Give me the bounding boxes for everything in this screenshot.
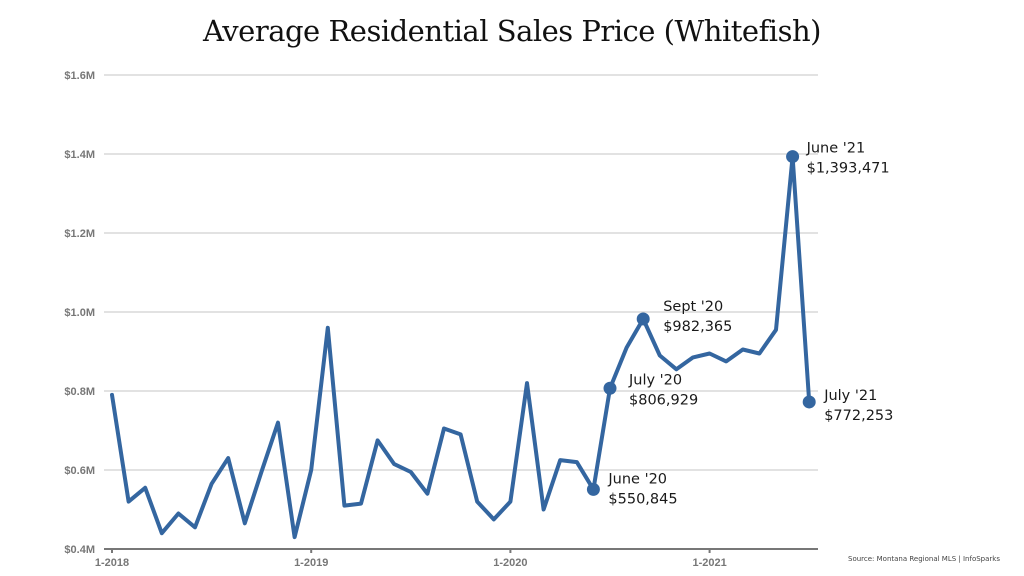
annotation-month-label: July '21 (823, 388, 877, 404)
annotation-value-label: $772,253 (824, 408, 893, 424)
x-tick-label: 1-2021 (692, 557, 726, 569)
y-tick-label: $0.4M (64, 544, 95, 556)
series-line (110, 154, 812, 540)
y-tick-label: $0.6M (64, 465, 95, 477)
annotation-markers (586, 150, 816, 496)
annotation-value-label: $1,393,471 (807, 161, 890, 177)
x-tick-label: 1-2020 (493, 557, 527, 569)
y-tick-label: $1.0M (64, 307, 95, 319)
annotation-month-label: June '20 (607, 471, 667, 487)
annotation-month-label: Sept '20 (663, 299, 723, 315)
annotation-marker (636, 312, 650, 326)
annotation-marker (586, 482, 600, 496)
source-note: Source: Montana Regional MLS | InfoSpark… (848, 555, 1000, 563)
y-tick-label: $0.8M (64, 386, 95, 398)
chart-title: Average Residential Sales Price (Whitefi… (203, 14, 821, 48)
x-tick-label: 1-2019 (294, 557, 328, 569)
series-layer (110, 154, 812, 540)
annotation-labels: June '20 $550,845 July '20 $806,929 Sept '20… (607, 141, 893, 508)
y-axis-ticks: $0.4M $0.6M $0.8M $1.0M $1.2M $1.4M $1.6M (64, 70, 95, 556)
y-tick-label: $1.2M (64, 228, 95, 240)
annotation-value-label: $550,845 (608, 491, 677, 507)
gridlines (104, 74, 818, 471)
annotation-marker (786, 150, 800, 164)
annotation-month-label: June '21 (806, 141, 866, 157)
y-tick-label: $1.4M (64, 149, 95, 161)
y-tick-label: $1.6M (64, 70, 95, 82)
x-axis: 1-2018 1-2019 1-2020 1-2021 (95, 548, 818, 569)
annotation-marker (802, 395, 816, 409)
annotation-month-label: July '20 (628, 372, 682, 388)
annotation-value-label: $982,365 (663, 319, 732, 335)
x-tick-label: 1-2018 (95, 557, 129, 569)
annotation-value-label: $806,929 (629, 392, 698, 408)
annotation-marker (603, 381, 617, 395)
